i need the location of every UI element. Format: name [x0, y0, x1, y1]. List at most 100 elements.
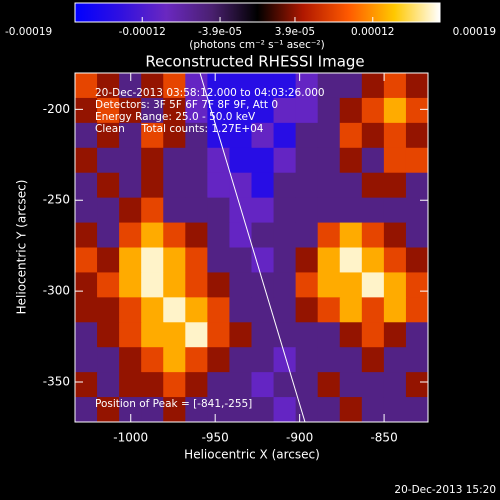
heatmap-cell	[185, 197, 208, 224]
heatmap-cell	[97, 347, 120, 373]
heatmap-cell	[163, 97, 186, 124]
heatmap-cell	[163, 372, 186, 398]
y-tick-label: -300	[43, 284, 70, 298]
heatmap-cell	[163, 172, 186, 199]
heatmap-cell	[317, 397, 341, 423]
heatmap-cell	[339, 97, 363, 124]
heatmap-cell	[339, 73, 363, 99]
x-axis-label: Heliocentric X (arcsec)	[184, 448, 320, 462]
heatmap-cell	[361, 147, 385, 174]
heatmap-cell	[273, 147, 297, 174]
heatmap-cell	[229, 197, 252, 224]
heatmap-cell	[119, 297, 142, 323]
heatmap-cell	[119, 322, 142, 348]
heatmap-cell	[273, 247, 297, 273]
heatmap-cell	[75, 397, 98, 423]
heatmap-cell	[273, 272, 297, 298]
heatmap-cell	[295, 97, 319, 124]
heatmap-cell	[229, 247, 252, 273]
heatmap-cell	[119, 247, 142, 273]
heatmap-cell	[207, 397, 230, 423]
colorbar-tick-label: 0.00012	[351, 26, 394, 38]
heatmap-cell	[163, 347, 186, 373]
heatmap-cell	[75, 197, 98, 224]
y-tick-label: -350	[43, 375, 70, 389]
heatmap-cell	[405, 297, 429, 323]
heatmap-cell	[141, 122, 164, 149]
heatmap-cell	[405, 97, 429, 124]
heatmap-cell	[273, 197, 297, 224]
heatmap-cell	[251, 73, 275, 99]
heatmap-cell	[229, 97, 252, 124]
heatmap-cell	[163, 122, 186, 149]
heatmap-cell	[317, 247, 341, 273]
colorbar-label: (photons cm⁻² s⁻¹ asec⁻²)	[189, 39, 324, 51]
heatmap-cell	[317, 297, 341, 323]
heatmap-cell	[251, 197, 275, 224]
y-axis-label: Heliocentric Y (arcsec)	[15, 180, 29, 315]
heatmap-cell	[97, 247, 120, 273]
heatmap-cell	[251, 272, 275, 298]
heatmap-cell	[207, 222, 230, 248]
heatmap-cell	[141, 147, 164, 174]
heatmap-cell	[383, 172, 407, 199]
heatmap-cell	[119, 397, 142, 423]
heatmap-cell	[317, 197, 341, 224]
heatmap-cell	[229, 222, 252, 248]
heatmap-cell	[273, 397, 297, 423]
heatmap-cell	[75, 247, 98, 273]
heatmap-cell	[229, 347, 252, 373]
heatmap-cell	[141, 272, 164, 298]
heatmap-cell	[295, 73, 319, 99]
heatmap-cell	[141, 97, 164, 124]
heatmap-cell	[383, 272, 407, 298]
heatmap-cell	[185, 147, 208, 174]
heatmap	[75, 73, 429, 423]
heatmap-cell	[251, 222, 275, 248]
heatmap-cell	[339, 147, 363, 174]
heatmap-cell	[405, 122, 429, 149]
heatmap-cell	[383, 97, 407, 124]
heatmap-cell	[207, 247, 230, 273]
heatmap-cell	[97, 322, 120, 348]
heatmap-cell	[185, 347, 208, 373]
heatmap-cell	[185, 322, 208, 348]
heatmap-cell	[75, 347, 98, 373]
heatmap-cell	[229, 73, 252, 99]
heatmap-cell	[339, 272, 363, 298]
heatmap-cell	[251, 247, 275, 273]
heatmap-cell	[163, 73, 186, 99]
heatmap-cell	[251, 297, 275, 323]
colorbar-tick-label: 0.00019	[453, 26, 496, 38]
heatmap-cell	[251, 147, 275, 174]
heatmap-cell	[405, 73, 429, 99]
heatmap-cell	[163, 272, 186, 298]
heatmap-cell	[229, 172, 252, 199]
heatmap-cell	[75, 73, 98, 99]
heatmap-cell	[361, 347, 385, 373]
heatmap-cell	[295, 347, 319, 373]
heatmap-cell	[339, 372, 363, 398]
heatmap-cell	[405, 397, 429, 423]
heatmap-cell	[405, 147, 429, 174]
heatmap-cell	[185, 122, 208, 149]
heatmap-cell	[295, 222, 319, 248]
annotation: Detectors: 3F 5F 6F 7F 8F 9F, Att 0	[95, 99, 278, 111]
heatmap-cell	[339, 197, 363, 224]
heatmap-cell	[251, 397, 275, 423]
heatmap-cell	[229, 322, 252, 348]
heatmap-cell	[75, 172, 98, 199]
heatmap-cell	[405, 372, 429, 398]
heatmap-cell	[295, 397, 319, 423]
heatmap-cell	[141, 322, 164, 348]
heatmap-cell	[75, 147, 98, 174]
heatmap-cell	[361, 397, 385, 423]
heatmap-cell	[339, 397, 363, 423]
heatmap-cell	[97, 197, 120, 224]
colorbar-tick-label: -3.9e-05	[198, 26, 242, 38]
heatmap-cell	[361, 297, 385, 323]
annotation: Energy Range: 25.0 - 50.0 keV	[95, 111, 256, 123]
x-tick-label: -850	[370, 431, 397, 445]
